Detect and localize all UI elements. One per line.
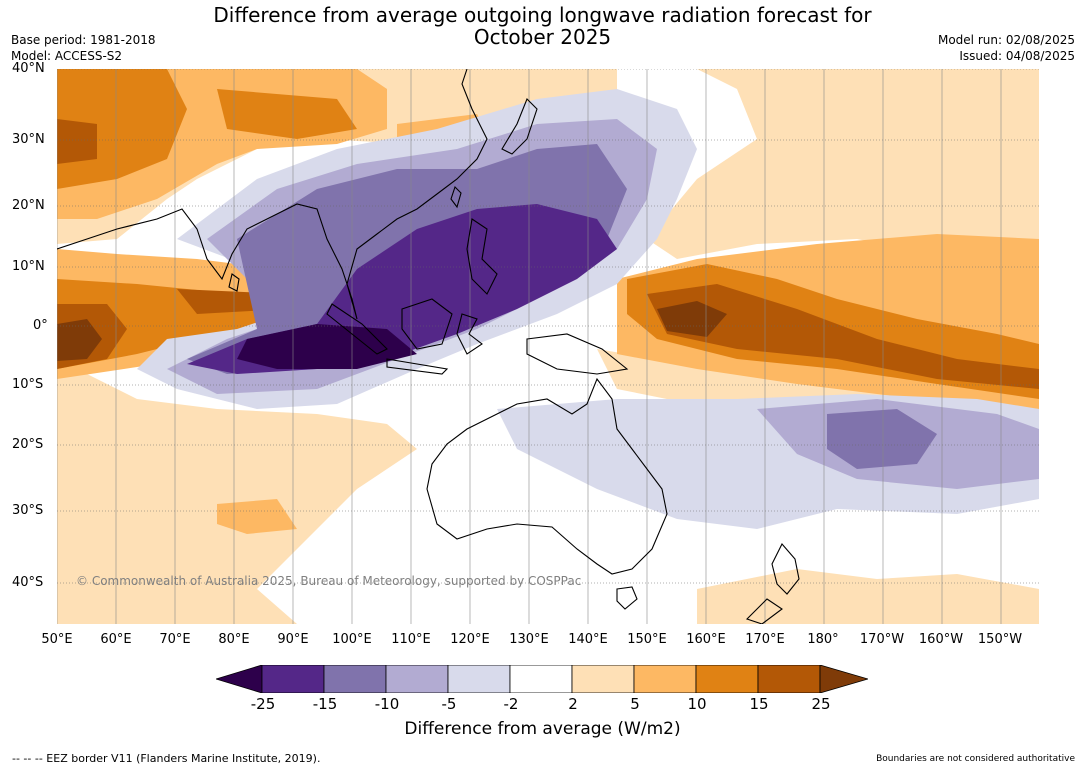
lon-label: 170°W [859,632,905,647]
sulawesi-coastline [456,313,483,355]
eez-border-note: -- -- -- EEZ border V11 (Flanders Marine… [12,752,321,765]
lat-label: 20°N [12,198,45,213]
colorbar-tick: 25 [811,695,831,713]
sumatra-coastline [326,303,388,355]
anomaly-region-medium-purple [827,409,937,469]
lon-label: 180° [807,632,839,647]
copyright-notice: © Commonwealth of Australia 2025, Bureau… [76,574,582,588]
boundaries-disclaimer: Boundaries are not considered authoritat… [876,754,1075,764]
colorbar-cell [571,665,635,693]
lat-label: 20°S [12,437,44,452]
lat-label: 40°N [12,61,45,76]
lon-label: 60°E [100,632,132,647]
lon-grid [57,69,1002,624]
australia-coastline [426,377,668,575]
sri-lanka-coastline [228,273,240,292]
model-name: Model: ACCESS-S2 [11,49,123,63]
colorbar-tick: -10 [374,695,400,713]
lon-label: 50°E [41,632,73,647]
title-line-1: Difference from average outgoing longwav… [213,3,872,27]
java-coastline [386,358,449,375]
lat-label: 10°S [12,377,44,392]
colorbar-cell [385,665,449,693]
anomaly-region-brown [57,119,97,164]
lon-label: 100°E [332,632,372,647]
anomaly-region-darkest-brown [57,319,102,361]
colorbar-cell [633,665,697,693]
issued-date: Issued: 04/08/2025 [959,49,1075,63]
colorbar-tick: 15 [749,695,769,713]
model-run: Model run: 02/08/2025 [937,33,1075,47]
lon-label: 170°E [745,632,785,647]
lon-label: 120°E [450,632,490,647]
colorbar-cell [447,665,511,693]
tasmania-coastline [616,586,638,610]
colorbar-tick: -15 [312,695,338,713]
new-zealand-coastline [745,543,800,624]
lon-label: 130°E [509,632,549,647]
colorbar-cell [323,665,387,693]
lon-label: 110°E [391,632,431,647]
anomaly-region-darkest-brown [657,301,727,337]
asia-coastline [57,69,488,320]
lat-label: 0° [33,318,48,333]
anomaly-region-light-orange [647,69,1039,269]
colorbar-tick: -5 [441,695,457,713]
colorbar-tick: -25 [250,695,276,713]
colorbar-cell [757,665,821,693]
colorbar-tick: 10 [687,695,707,713]
colorbar-cell [695,665,759,693]
colorbar-tick: 5 [630,695,640,713]
coastlines [57,69,800,624]
anomaly-region-light-orange [57,359,417,624]
lon-label: 90°E [277,632,309,647]
anomaly-region-light-orange [97,574,297,624]
anomaly-region-dark-orange [217,89,357,139]
lon-label: 150°W [977,632,1023,647]
anomaly-region-light-orange [697,569,1039,624]
colorbar-tick: 2 [568,695,578,713]
borneo-coastline [401,298,453,350]
map-panel [57,69,1039,624]
lon-label: 150°E [627,632,667,647]
colorbar-cell [509,665,573,693]
base-period: Base period: 1981-2018 [11,33,156,47]
colorbar-cell [216,665,263,693]
colorbar-cell [261,665,325,693]
lat-label: 40°S [12,575,44,590]
lon-label: 70°E [159,632,191,647]
anomaly-region-orange [217,499,297,534]
lat-label: 30°N [12,132,45,147]
anomaly-region-darkest-purple [237,324,417,369]
meta-left: Base period: 1981-2018 Model: ACCESS-S2 [11,32,156,64]
japan-coastline [501,98,538,155]
chart-title: Difference from average outgoing longwav… [0,4,1085,48]
olr-anomaly-map [57,69,1039,624]
anomaly-region-brown [647,284,1039,389]
lon-label: 80°E [218,632,250,647]
philippines-coastline [466,218,498,295]
lon-label: 160°E [686,632,726,647]
colorbar-label: Difference from average (W/m2) [404,719,681,739]
colorbar-tick: -2 [503,695,519,713]
colorbar-cell [819,665,868,693]
lat-label: 10°N [12,259,45,274]
lon-label: 160°W [918,632,964,647]
title-line-2: October 2025 [473,25,612,49]
lon-label: 140°E [568,632,608,647]
meta-right: Model run: 02/08/2025 Issued: 04/08/2025 [938,32,1075,64]
new-guinea-coastline [526,333,629,375]
taiwan-coastline [450,185,462,209]
lat-label: 30°S [12,503,44,518]
colorbar [216,665,868,693]
